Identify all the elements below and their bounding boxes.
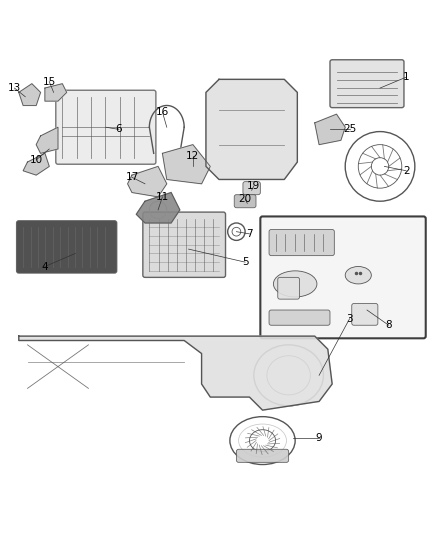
Polygon shape bbox=[45, 84, 67, 101]
Polygon shape bbox=[162, 144, 210, 184]
Ellipse shape bbox=[273, 271, 317, 297]
Text: 2: 2 bbox=[403, 166, 410, 176]
Text: 10: 10 bbox=[30, 155, 43, 165]
FancyBboxPatch shape bbox=[56, 90, 156, 164]
Text: 8: 8 bbox=[385, 320, 392, 330]
Text: 25: 25 bbox=[343, 124, 356, 134]
Polygon shape bbox=[206, 79, 297, 180]
Polygon shape bbox=[315, 114, 345, 144]
FancyBboxPatch shape bbox=[17, 221, 117, 273]
Text: 7: 7 bbox=[246, 229, 253, 239]
Polygon shape bbox=[36, 127, 58, 154]
FancyBboxPatch shape bbox=[269, 230, 334, 256]
Text: 16: 16 bbox=[156, 107, 169, 117]
FancyBboxPatch shape bbox=[237, 449, 289, 462]
Text: 20: 20 bbox=[239, 194, 252, 204]
Text: 1: 1 bbox=[403, 72, 410, 82]
Text: 15: 15 bbox=[42, 77, 56, 86]
Text: 9: 9 bbox=[316, 433, 322, 443]
FancyBboxPatch shape bbox=[278, 277, 300, 299]
Polygon shape bbox=[19, 336, 332, 410]
Text: 11: 11 bbox=[156, 192, 169, 202]
Text: 6: 6 bbox=[116, 124, 122, 134]
Polygon shape bbox=[127, 166, 167, 197]
FancyBboxPatch shape bbox=[234, 195, 256, 208]
FancyBboxPatch shape bbox=[243, 182, 260, 195]
FancyBboxPatch shape bbox=[352, 303, 378, 325]
Polygon shape bbox=[136, 192, 180, 223]
Text: 5: 5 bbox=[242, 257, 248, 267]
Text: 17: 17 bbox=[125, 172, 138, 182]
Text: 13: 13 bbox=[8, 83, 21, 93]
Ellipse shape bbox=[345, 266, 371, 284]
Text: 19: 19 bbox=[247, 181, 261, 191]
Text: 3: 3 bbox=[346, 314, 353, 324]
Text: 4: 4 bbox=[42, 262, 48, 271]
FancyBboxPatch shape bbox=[330, 60, 404, 108]
FancyBboxPatch shape bbox=[260, 216, 426, 338]
FancyBboxPatch shape bbox=[269, 310, 330, 325]
Polygon shape bbox=[19, 84, 41, 106]
FancyBboxPatch shape bbox=[143, 212, 226, 277]
Polygon shape bbox=[23, 154, 49, 175]
Text: 12: 12 bbox=[186, 150, 200, 160]
